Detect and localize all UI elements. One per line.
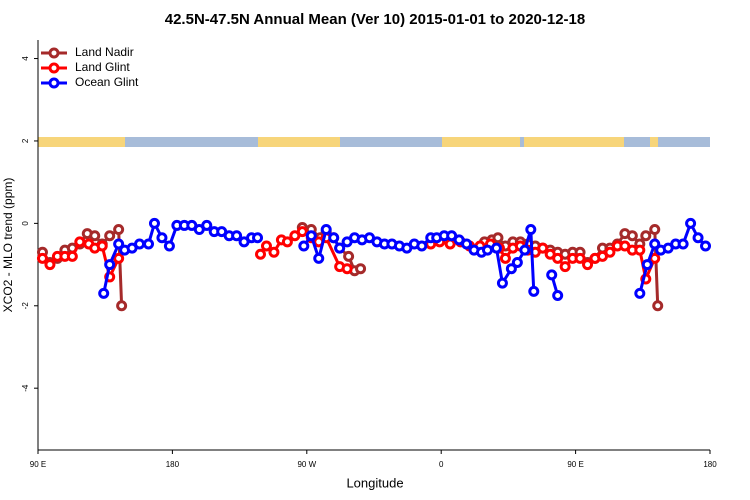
data-point <box>496 277 508 289</box>
data-point <box>700 240 712 252</box>
legend-label: Ocean Glint <box>75 75 139 89</box>
data-point <box>552 252 564 264</box>
data-point <box>98 287 110 299</box>
legend-marker <box>48 47 60 59</box>
data-point <box>461 238 473 250</box>
data-point <box>490 242 502 254</box>
legend-label: Land Nadir <box>75 45 134 59</box>
x-tick-label: 180 <box>703 460 717 469</box>
data-point <box>626 230 638 242</box>
x-axis-label: Longitude <box>346 475 403 490</box>
y-tick-label: 0 <box>21 221 30 226</box>
data-point <box>201 219 213 231</box>
x-tick-label: 90 E <box>30 460 46 469</box>
data-point <box>252 232 264 244</box>
data-point <box>44 259 56 271</box>
data-point <box>582 259 594 271</box>
y-tick-label: -4 <box>21 384 30 392</box>
data-point <box>499 252 511 264</box>
data-point <box>416 240 428 252</box>
y-tick-label: -2 <box>21 302 30 310</box>
data-point <box>231 230 243 242</box>
data-point <box>113 252 125 264</box>
y-tick-label: 2 <box>21 138 30 143</box>
data-point <box>492 232 504 244</box>
data-point <box>649 238 661 250</box>
data-point <box>36 252 48 264</box>
data-point <box>104 259 116 271</box>
data-point <box>260 240 272 252</box>
data-point <box>89 230 101 242</box>
data-point <box>634 287 646 299</box>
data-point <box>525 224 537 236</box>
data-point <box>552 289 564 301</box>
data-point <box>640 230 652 242</box>
data-point <box>305 230 317 242</box>
data-point <box>163 240 175 252</box>
data-point <box>537 242 549 254</box>
land-band <box>524 137 624 147</box>
data-point <box>156 232 168 244</box>
data-point <box>641 259 653 271</box>
data-point <box>113 238 125 250</box>
series-line <box>102 219 707 296</box>
data-point <box>511 257 523 269</box>
data-point <box>481 244 493 256</box>
data-point <box>281 236 293 248</box>
data-point <box>519 244 531 256</box>
land-ocean-strip <box>38 137 710 147</box>
legend-label: Land Glint <box>75 60 130 74</box>
x-tick-label: 90 W <box>297 460 316 469</box>
data-point <box>143 238 155 250</box>
data-point <box>341 263 353 275</box>
land-band <box>258 137 340 147</box>
data-point <box>355 263 367 275</box>
data-point <box>104 230 116 242</box>
legend-marker <box>48 62 60 74</box>
x-tick-label: 180 <box>166 460 180 469</box>
data-point <box>528 285 540 297</box>
ocean-band <box>38 137 710 147</box>
data-point <box>692 232 704 244</box>
data-point <box>255 248 267 260</box>
data-point <box>652 300 664 312</box>
data-point <box>134 238 146 250</box>
data-point <box>113 224 125 236</box>
data-point <box>268 246 280 258</box>
y-tick-label: 4 <box>21 56 30 61</box>
series <box>98 217 712 301</box>
data-point <box>559 261 571 273</box>
data-point <box>685 217 697 229</box>
y-axis-label: XCO2 - MLO trend (ppm) <box>1 178 15 313</box>
data-point <box>343 250 355 262</box>
data-point <box>634 244 646 256</box>
data-point <box>320 224 332 236</box>
data-point <box>66 250 78 262</box>
land-band <box>650 137 658 147</box>
data-point <box>116 300 128 312</box>
data-point <box>148 217 160 229</box>
data-point <box>574 252 586 264</box>
land-band <box>38 137 125 147</box>
data-point <box>505 263 517 275</box>
data-point <box>96 240 108 252</box>
land-band <box>442 137 520 147</box>
x-tick-label: 0 <box>439 460 444 469</box>
x-tick-label: 90 E <box>567 460 583 469</box>
data-point <box>649 224 661 236</box>
data-point <box>677 238 689 250</box>
data-point <box>334 242 346 254</box>
chart-title: 42.5N-47.5N Annual Mean (Ver 10) 2015-01… <box>165 11 585 28</box>
data-point <box>296 226 308 238</box>
data-point <box>328 232 340 244</box>
data-point <box>74 236 86 248</box>
data-point <box>604 246 616 258</box>
data-point <box>546 269 558 281</box>
legend-marker <box>48 77 60 89</box>
data-point <box>313 252 325 264</box>
data-point <box>444 238 456 250</box>
data-point <box>298 240 310 252</box>
